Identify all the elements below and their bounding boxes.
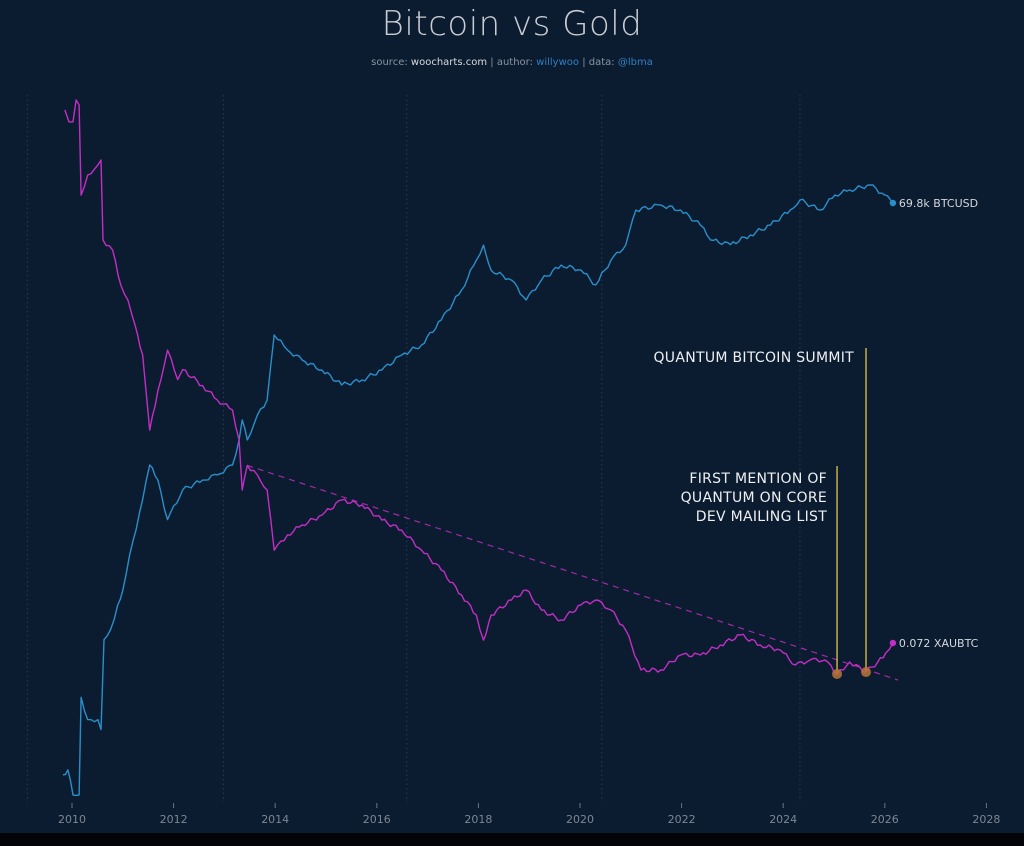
series-end-dot-btcusd: [889, 199, 897, 207]
x-tick-label: 2026: [871, 813, 899, 826]
chart-title: Bitcoin vs Gold: [381, 4, 643, 44]
annotation-marker: [832, 668, 843, 679]
annotation-text: QUANTUM BITCOIN SUMMIT: [653, 350, 854, 366]
annotation-text: DEV MAILING LIST: [696, 509, 827, 525]
series-end-label-btcusd: 69.8k BTCUSD: [899, 197, 978, 210]
series-line-btcusd: [62, 184, 894, 797]
source-link[interactable]: woocharts.com: [410, 57, 488, 68]
bottom-band: [0, 833, 1024, 846]
x-tick-label: 2012: [160, 813, 188, 826]
data-label: | data:: [582, 57, 615, 68]
trendline: [247, 464, 899, 681]
x-tick-label: 2024: [769, 813, 797, 826]
annotation-marker: [861, 667, 872, 678]
series-line-xaubtc: [64, 99, 894, 675]
annotation-text: FIRST MENTION OF: [689, 471, 827, 487]
x-tick-label: 2028: [972, 813, 1000, 826]
author-label: | author:: [490, 57, 533, 68]
annotation-text: QUANTUM ON CORE: [681, 490, 827, 506]
series-end-dot-xaubtc: [889, 639, 897, 647]
x-tick-label: 2020: [566, 813, 594, 826]
chart-subtitle: source: woocharts.com | author: willywoo…: [0, 57, 1024, 68]
source-label: source:: [371, 57, 408, 68]
x-tick-label: 2010: [58, 813, 86, 826]
x-tick-label: 2022: [668, 813, 696, 826]
author-link[interactable]: willywoo: [536, 57, 580, 68]
x-tick-label: 2016: [363, 813, 391, 826]
data-source-link[interactable]: @lbma: [617, 57, 653, 68]
x-tick-label: 2018: [464, 813, 492, 826]
series-end-label-xaubtc: 0.072 XAUBTC: [899, 637, 979, 650]
x-tick-label: 2014: [261, 813, 289, 826]
